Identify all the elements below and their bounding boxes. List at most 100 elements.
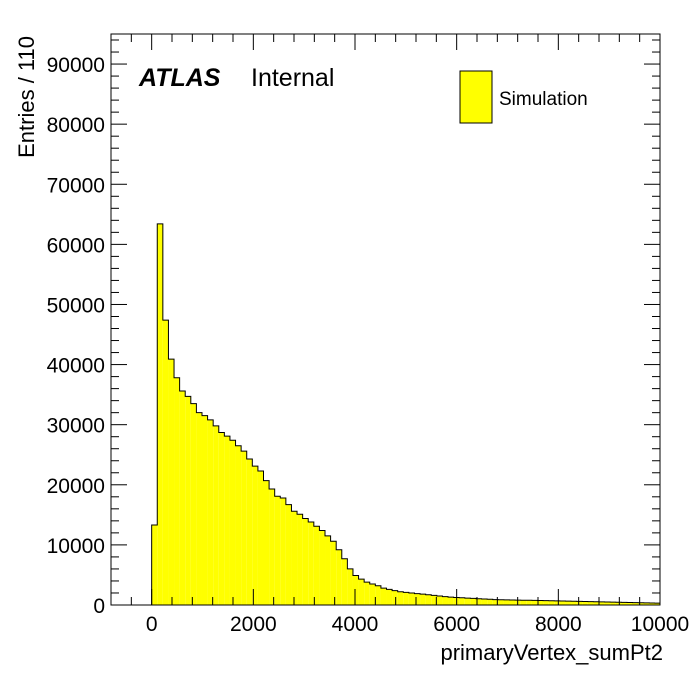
histogram-bar xyxy=(531,600,538,605)
x-tick-label: 0 xyxy=(146,613,158,636)
atlas-status: Internal xyxy=(251,64,334,92)
y-axis-title: Entries / 110 xyxy=(14,36,39,158)
histogram-bar xyxy=(431,595,437,605)
x-tick-label: 2000 xyxy=(230,613,277,636)
histogram-bar xyxy=(263,480,270,605)
histogram-bar xyxy=(207,419,214,605)
histogram-bar xyxy=(302,518,309,605)
y-tick-label: 90000 xyxy=(47,54,105,77)
x-tick-label: 6000 xyxy=(433,613,480,636)
histogram-bar xyxy=(325,535,331,605)
histogram-bar xyxy=(174,377,180,605)
x-tick-label: 8000 xyxy=(535,613,582,636)
x-tick-label: 10000 xyxy=(631,613,689,636)
histogram-bar xyxy=(408,592,415,605)
histogram-bar xyxy=(425,594,432,605)
histogram-bar xyxy=(537,600,544,605)
histogram-bar xyxy=(213,425,219,605)
histogram-bar xyxy=(246,458,253,605)
histogram-bar xyxy=(554,600,560,605)
histogram-bar xyxy=(543,600,549,605)
legend-swatch xyxy=(459,70,493,124)
histogram-bar xyxy=(481,598,488,605)
histogram-bar xyxy=(392,590,398,605)
histogram-outline xyxy=(151,223,661,605)
histogram-bar xyxy=(308,522,314,605)
histogram-bar xyxy=(571,601,577,605)
histogram-bar xyxy=(364,582,370,605)
histogram-bar xyxy=(643,602,650,605)
histogram-bar xyxy=(336,549,342,605)
histogram-bar xyxy=(185,396,191,605)
histogram-bar xyxy=(448,597,454,605)
histogram-bar xyxy=(269,488,275,605)
histogram-bar xyxy=(520,600,527,605)
y-tick-label: 60000 xyxy=(47,234,105,257)
histogram-bar xyxy=(526,600,532,605)
histogram-bar xyxy=(224,436,230,605)
histogram-bar xyxy=(179,391,186,605)
histogram-bar xyxy=(638,602,644,605)
y-tick-label: 20000 xyxy=(47,475,105,498)
y-tick-label: 10000 xyxy=(47,535,105,558)
histogram-bar xyxy=(201,415,208,605)
x-tick-label: 4000 xyxy=(332,613,379,636)
histogram-bar xyxy=(576,601,583,605)
histogram-bar xyxy=(397,591,404,605)
y-tick-label: 70000 xyxy=(47,174,105,197)
histogram-bar xyxy=(297,514,303,605)
legend-label: Simulation xyxy=(499,89,588,110)
histogram-bar xyxy=(615,602,622,605)
y-tick-label: 40000 xyxy=(47,355,105,378)
histogram-bar xyxy=(470,598,476,605)
histogram-bar xyxy=(313,526,320,605)
y-tick-label: 0 xyxy=(93,595,105,618)
atlas-label: ATLAS xyxy=(138,64,221,92)
histogram-bar xyxy=(654,603,660,605)
histogram-bar xyxy=(252,466,258,605)
plot-frame xyxy=(110,33,661,606)
histogram-bar xyxy=(352,575,359,605)
histogram-bar xyxy=(464,598,471,605)
histogram-bar xyxy=(632,602,639,605)
histogram-bar xyxy=(587,601,594,605)
histogram-bar xyxy=(487,599,493,605)
histogram-bar xyxy=(151,525,158,605)
axis-ticks xyxy=(110,34,661,606)
y-tick-label: 80000 xyxy=(47,114,105,137)
histogram-bar xyxy=(559,601,566,605)
y-tick-labels: 0 10000 20000 30000 40000 50000 60000 70000 8000… xyxy=(47,54,105,618)
histogram-bar xyxy=(599,601,605,605)
x-axis-title: primaryVertex_sumPt2 xyxy=(440,640,663,665)
histogram-bar xyxy=(285,504,292,605)
histogram-bar xyxy=(548,600,555,605)
y-tick-label: 50000 xyxy=(47,294,105,317)
histogram-bar xyxy=(369,583,376,605)
histogram-bar xyxy=(475,598,482,605)
histogram-bar xyxy=(649,602,655,605)
histogram-bar xyxy=(582,601,588,605)
histogram-bar xyxy=(604,601,611,605)
histogram-bar xyxy=(621,602,627,605)
histogram-bar xyxy=(157,223,163,606)
histogram-bar xyxy=(498,599,504,605)
histogram-bar xyxy=(196,412,202,605)
histogram-bar xyxy=(375,585,381,605)
histogram-bars xyxy=(151,223,660,606)
histogram-bar xyxy=(593,601,599,605)
histogram-bar xyxy=(436,595,443,605)
histogram-bar xyxy=(492,599,499,605)
histogram-bar xyxy=(442,596,449,605)
histogram-bar xyxy=(403,592,409,605)
histogram-bar xyxy=(257,470,264,605)
histogram-bar xyxy=(386,589,393,605)
histogram-bar xyxy=(414,593,421,605)
histogram-bar xyxy=(291,511,298,605)
y-tick-label: 30000 xyxy=(47,415,105,438)
histogram-bar xyxy=(319,530,326,605)
histogram-bar xyxy=(380,588,387,605)
x-tick-labels: 0 2000 4000 6000 8000 10000 xyxy=(146,613,689,636)
histogram-bar xyxy=(162,320,169,605)
histogram-bar xyxy=(626,602,633,605)
